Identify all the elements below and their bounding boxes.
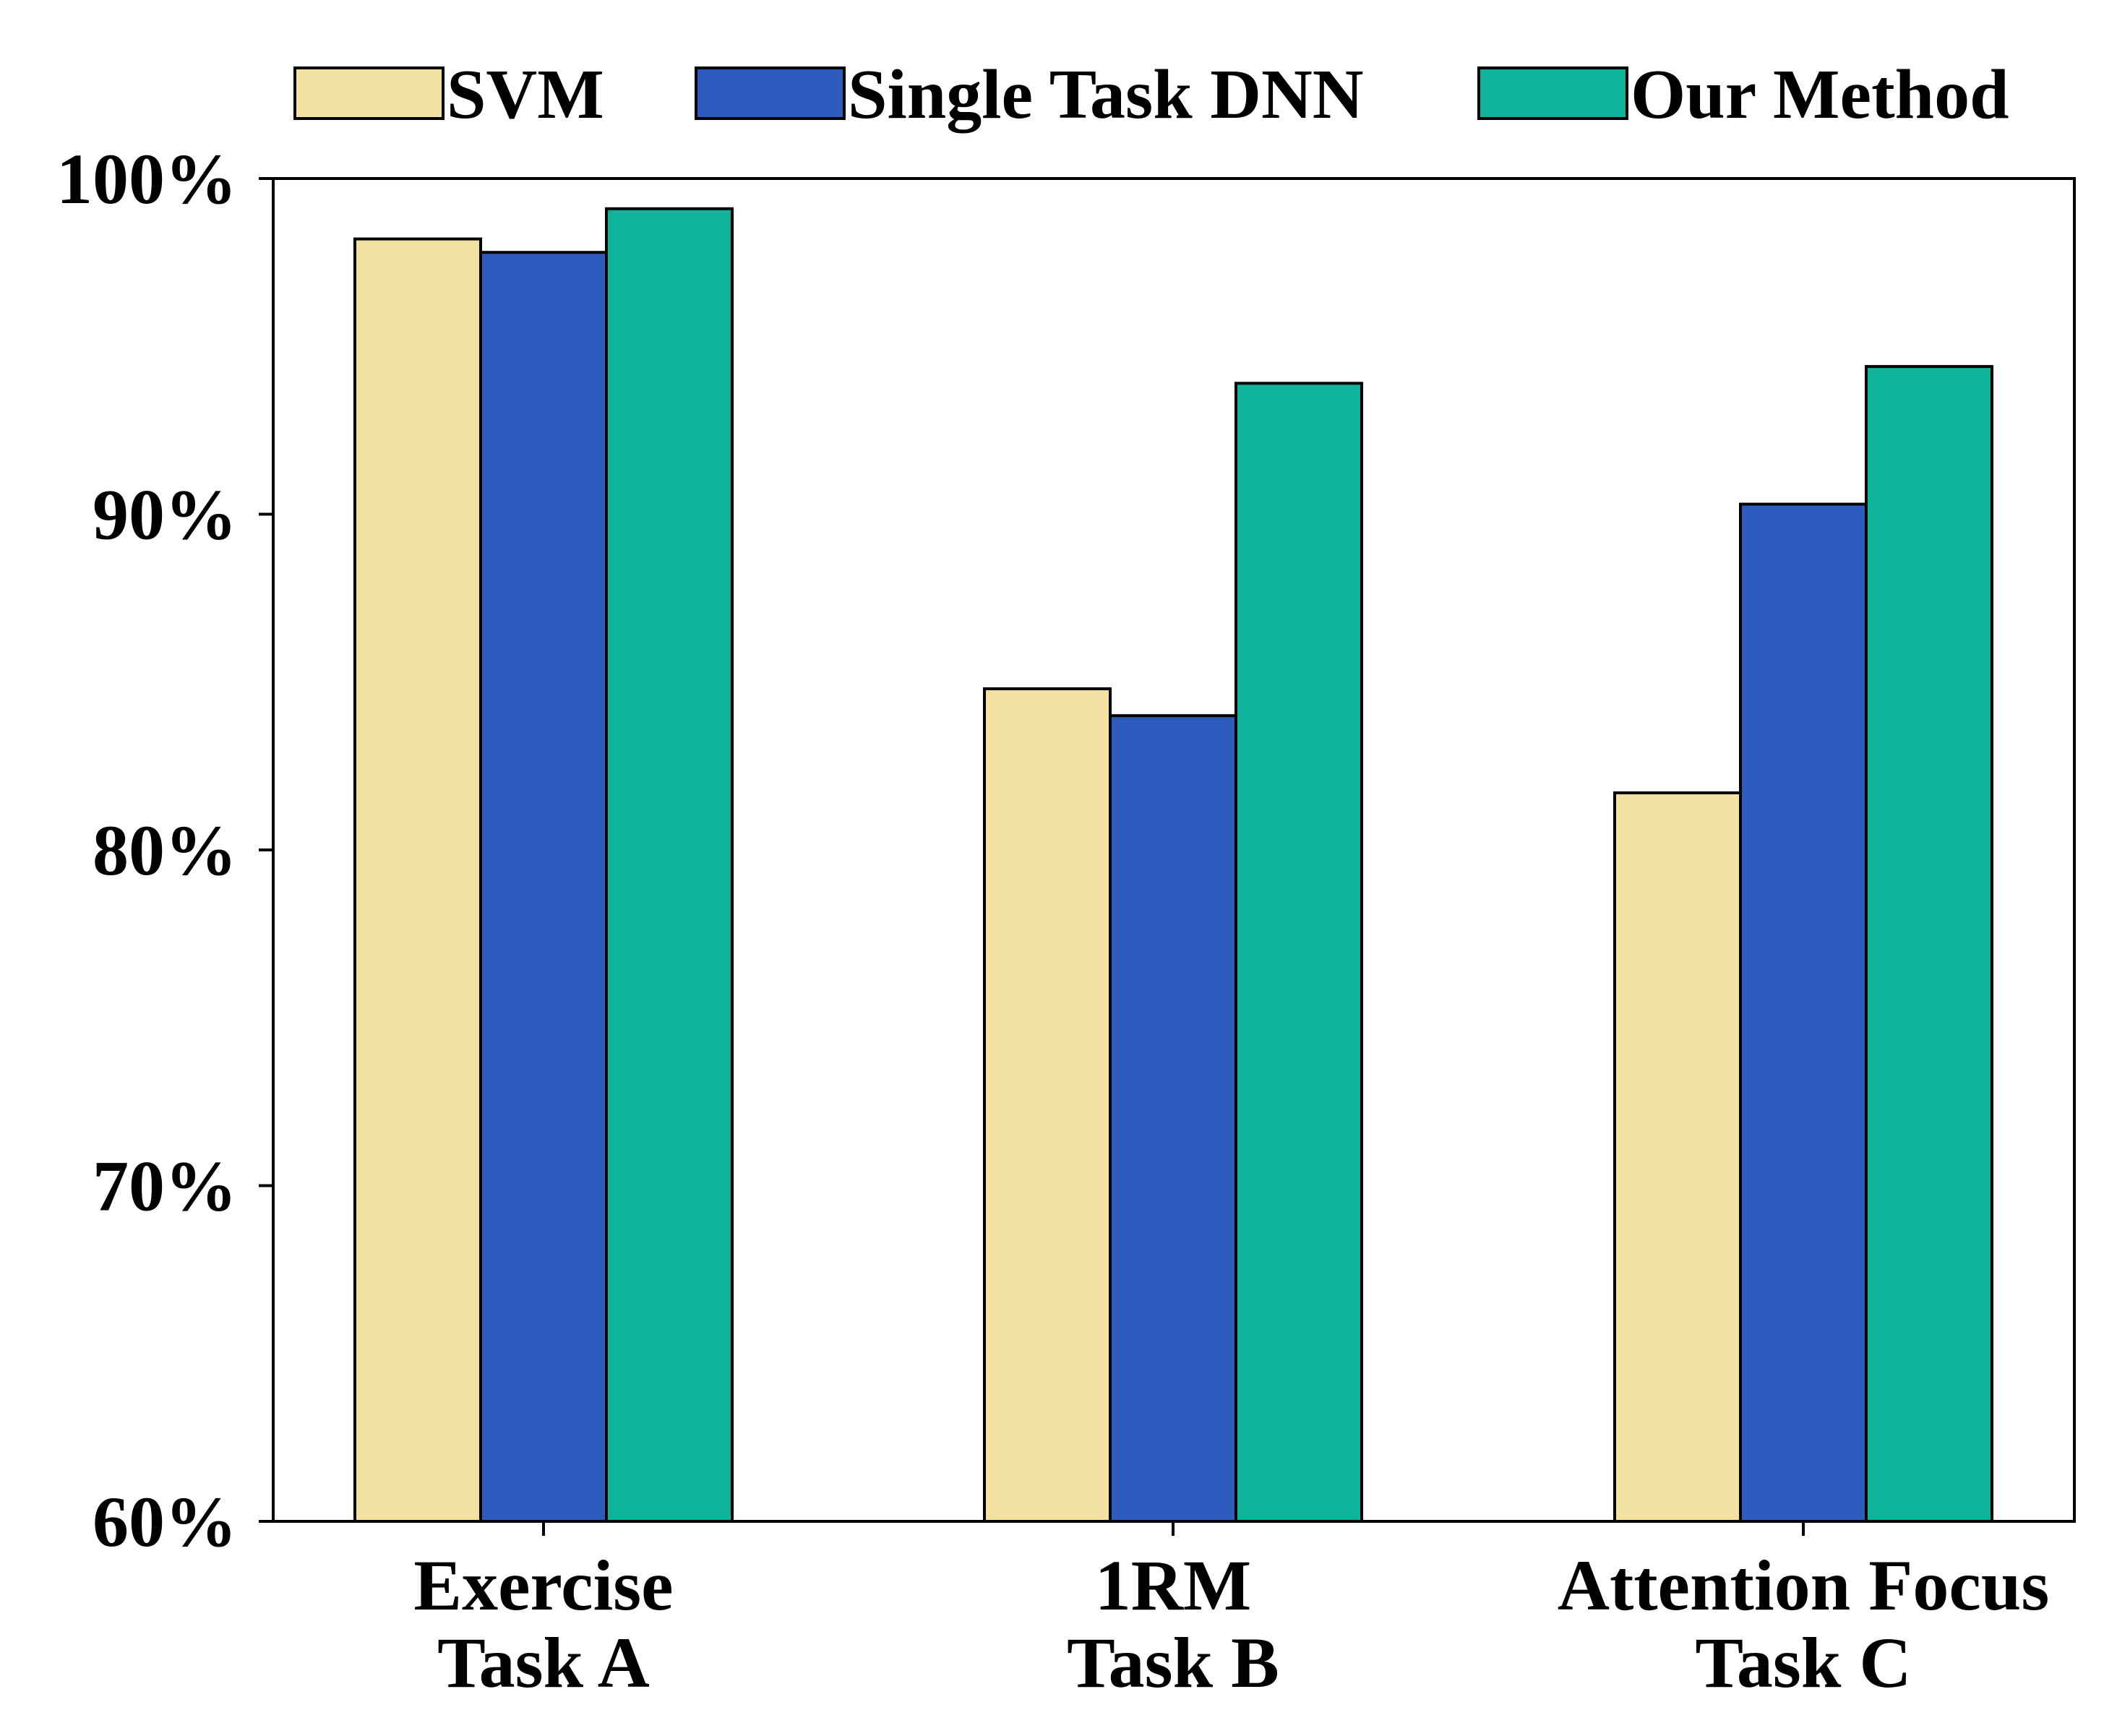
bar-our-method-3 <box>1865 365 1993 1523</box>
bar-single-task-dnn-1 <box>479 251 608 1524</box>
legend-swatch-single-task-dnn <box>695 66 846 120</box>
bar-single-task-dnn-2 <box>1109 714 1237 1524</box>
bar-our-method-1 <box>605 207 734 1523</box>
legend: SVM Single Task DNN Our Method <box>293 56 2009 134</box>
bar-single-task-dnn-3 <box>1739 502 1868 1524</box>
y-tick-label: 100% <box>56 139 237 219</box>
legend-label: SVM <box>447 56 604 134</box>
x-category-label: Task C <box>1695 1623 1911 1703</box>
legend-label: Single Task DNN <box>848 56 1364 134</box>
y-tick-label: 60% <box>93 1482 237 1562</box>
y-tick-label: 80% <box>93 810 237 890</box>
x-category-label: Task B <box>1067 1623 1279 1703</box>
legend-swatch-svm <box>293 66 445 120</box>
legend-label: Our Method <box>1631 56 2009 134</box>
y-axis: 60% 70% 80% 90% 100% <box>56 139 273 1562</box>
x-category-label: Attention Focus <box>1558 1545 2050 1625</box>
bars-layer <box>353 207 1993 1524</box>
bar-our-method-2 <box>1235 382 1363 1523</box>
legend-swatch-our-method <box>1477 66 1628 120</box>
y-tick-label: 90% <box>93 475 237 555</box>
y-tick-label: 70% <box>93 1146 237 1226</box>
bar-svm-3 <box>1613 791 1742 1524</box>
bar-svm-2 <box>983 687 1112 1523</box>
x-category-label: Exercise <box>413 1545 673 1625</box>
bar-svm-1 <box>353 237 482 1523</box>
x-category-label: 1RM <box>1095 1545 1252 1625</box>
x-category-label: Task A <box>437 1623 650 1703</box>
